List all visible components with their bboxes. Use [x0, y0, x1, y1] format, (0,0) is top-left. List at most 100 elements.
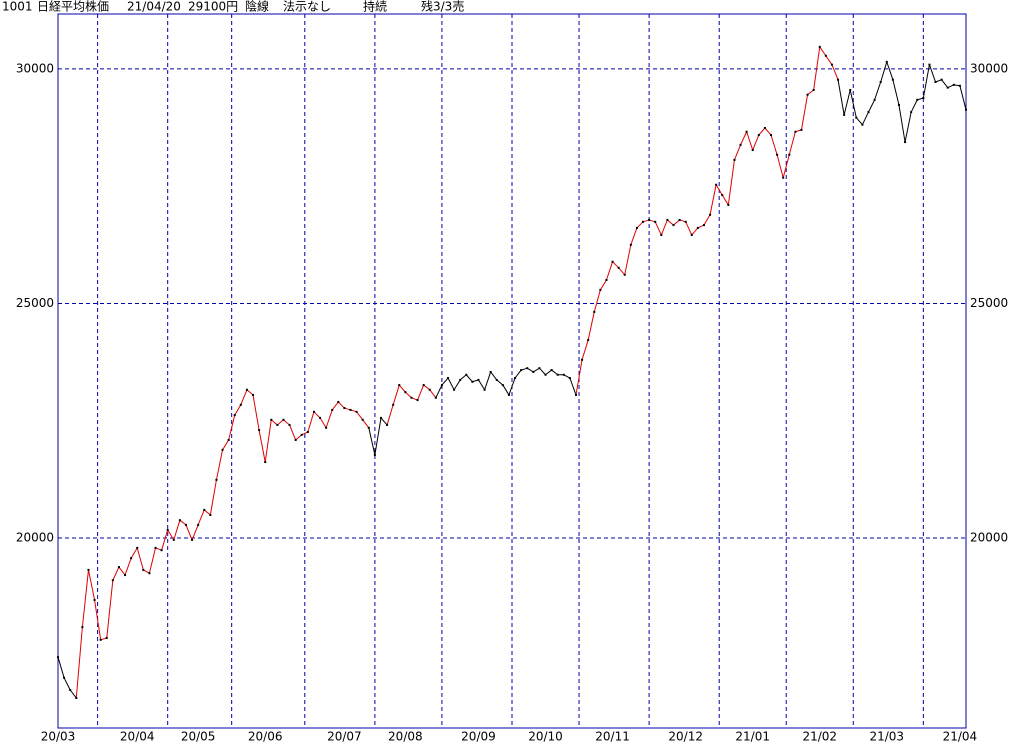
data-point [812, 88, 815, 91]
line-segment [764, 127, 772, 136]
data-point [184, 523, 187, 526]
data-point [727, 203, 730, 206]
data-point [635, 226, 638, 229]
line-segment [526, 367, 534, 373]
x-tick-label: 21/03 [869, 730, 904, 744]
line-segment [441, 377, 449, 386]
data-point [849, 88, 852, 91]
data-point [57, 656, 59, 659]
data-point [794, 130, 797, 133]
line-segment [209, 479, 217, 516]
x-tick-label: 21/02 [802, 730, 837, 744]
line-segment [697, 224, 705, 229]
line-segment [386, 404, 394, 426]
data-point [465, 373, 468, 376]
line-segment [539, 367, 546, 376]
data-point [215, 478, 218, 481]
line-segment [922, 64, 930, 99]
remain: 残3/3売 [421, 0, 464, 14]
data-point [830, 63, 833, 66]
data-point [940, 78, 943, 81]
data-point [648, 218, 651, 221]
line-segment [130, 547, 138, 559]
line-segment [453, 379, 461, 391]
line-segment [837, 79, 845, 115]
line-segment [703, 214, 711, 226]
data-point [233, 414, 236, 417]
line-segment [331, 401, 339, 411]
data-point [788, 153, 791, 156]
line-segment [405, 391, 412, 399]
data-point [672, 224, 675, 227]
data-point [818, 45, 821, 48]
data-point [593, 310, 596, 313]
data-point [532, 370, 535, 373]
data-point [654, 220, 657, 223]
data-point [203, 508, 206, 511]
line-segment [800, 94, 809, 130]
line-segment [465, 374, 473, 383]
line-segment [953, 84, 960, 87]
x-tick-label: 20/06 [248, 730, 283, 744]
data-point [934, 81, 937, 84]
line-segment [685, 221, 693, 236]
line-segment [575, 359, 583, 396]
data-point [526, 367, 529, 370]
line-segment [807, 89, 814, 96]
data-point [154, 546, 157, 549]
data-point [142, 568, 145, 571]
line-segment [813, 46, 821, 91]
data-point [538, 367, 541, 370]
line-segment [143, 569, 150, 574]
line-segment [880, 61, 888, 83]
line-segment [69, 689, 77, 699]
data-point [922, 96, 925, 99]
data-point [99, 638, 102, 641]
data-point [288, 423, 291, 426]
data-point [111, 579, 114, 582]
line-segment [569, 377, 577, 396]
line-segment [191, 524, 199, 541]
line-segment [264, 419, 272, 463]
line-segment [648, 219, 656, 223]
data-point [721, 194, 724, 197]
line-segment [490, 371, 498, 381]
line-segment [368, 427, 376, 456]
line-segment [496, 379, 504, 386]
data-point [776, 153, 779, 156]
data-point [166, 529, 169, 532]
data-point [952, 83, 955, 86]
line-segment [94, 599, 102, 640]
data-point [611, 260, 614, 263]
line-segment [959, 85, 967, 110]
data-point [398, 384, 401, 387]
data-point [958, 84, 961, 87]
price: 29100円 [188, 0, 238, 14]
data-point [965, 108, 967, 111]
data-point [910, 111, 913, 114]
line-segment [161, 529, 169, 551]
line-segment [252, 394, 260, 431]
data-point [642, 220, 645, 223]
x-tick-label: 21/04 [943, 730, 978, 744]
data-point [696, 226, 699, 229]
data-point [337, 400, 340, 403]
line-segment [947, 84, 955, 89]
data-point [666, 218, 669, 221]
data-point [855, 116, 858, 119]
line-segment [819, 46, 827, 57]
line-segment [435, 384, 443, 398]
y-tick-label-right: 25000 [970, 296, 1008, 310]
data-point [861, 123, 864, 126]
line-segment [898, 104, 906, 143]
data-point [258, 429, 261, 432]
data-point [904, 141, 907, 144]
data-point [404, 391, 407, 394]
data-point [245, 388, 248, 391]
line-segment [100, 637, 107, 641]
line-segment [447, 377, 455, 390]
line-segment [203, 509, 211, 516]
line-segment [508, 377, 516, 396]
data-point [160, 549, 163, 552]
y-tick-label-right: 20000 [970, 531, 1008, 545]
